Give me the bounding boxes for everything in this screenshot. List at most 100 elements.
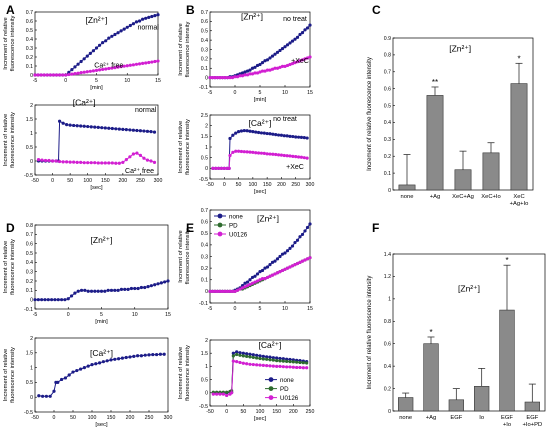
A_ca-data-point [68,123,72,127]
E_ca-data-point [215,392,219,396]
B_ca-data-point [248,129,252,133]
A_zn-data-point [119,29,123,33]
A_zn-data-point [73,65,77,69]
B_ca-ytick-label: 0.5 [201,155,208,161]
A_zn-data-point [128,23,132,28]
E_zn-data-point [290,244,295,248]
D_zn-data-point [109,288,114,292]
B_ca-data-point [291,154,295,158]
A_zn-data-point [104,39,108,43]
A_zn-data-point [88,69,92,73]
B_zn-data-point [303,28,307,32]
E_zn-data-point [298,260,302,264]
E_ca-data-point [238,353,242,357]
A_ca-data-point [36,158,41,162]
B_zn-data-point [300,31,305,35]
panel-letter-b: B [186,3,195,17]
D_ca-data-point [124,355,128,360]
D_ca-xtick-label: 200 [126,415,135,421]
A_ca-xtick-label: -50 [31,178,39,184]
D_zn-ytick-label: 0.5 [26,251,33,257]
E_zn-legend-marker [217,222,223,228]
B_ca-xtick-label: 300 [306,182,315,188]
E_zn-data-point [235,288,240,292]
E_zn-data-point [285,249,290,253]
D_ca-xtick-label: 300 [164,415,173,421]
A_ca-data-point [131,128,135,132]
E_zn-ytick-label: -0.1 [199,301,208,307]
B_zn-data-point [218,76,222,80]
E_ca-data-point [261,354,265,358]
E_zn-data-point [308,256,312,260]
F-category-label: EGF [450,415,462,421]
E_zn-chart [208,209,312,304]
D_ca-ytick-label: -0.5 [24,410,33,416]
B_ca-data-point [211,166,215,170]
E_ca-data-point [235,350,239,354]
B_ca-data-point [265,131,269,136]
E_zn-legend-label: U0126 [229,232,248,239]
B_zn-data-point [300,58,305,62]
E_ca-data-point [245,362,249,366]
B_zn-data-point [213,76,217,80]
A_ca-ytick-label: 0.5 [26,145,33,151]
E_zn-data-point [283,267,287,271]
A_zn-data-point [54,73,59,77]
E_zn-data-point [268,274,272,278]
B_zn-data-point [250,66,255,70]
A_ca-data-point [65,123,69,127]
A_ca-data-point [121,127,125,131]
A_ca-data-point [40,158,44,162]
F-significance-mark: * [505,256,508,265]
E_zn-legend-marker [217,213,223,219]
B_zn-data-point [230,76,235,80]
A_zn-ytick-label: 0.3 [26,46,33,52]
A_ca-series-line [38,152,155,164]
E_ca-legend-label: U0126 [280,395,299,402]
A_zn-data-point [156,59,160,63]
D_ca-data-point [132,354,136,358]
D_ca-data-point [109,358,113,362]
B_zn-series-label: +XeC [291,58,309,65]
D_zn-data-point [43,298,47,302]
E_zn-series-line [210,257,311,292]
C-bar [398,184,416,191]
B_ca-data-point [274,152,278,157]
E_zn-data-point [273,259,277,263]
F-bar [499,309,515,412]
A_ca-data-point [50,159,55,163]
A_ca-data-point [61,121,65,125]
C-ytick-label: 0 [388,188,391,194]
B_ca-ytick-label: 1.5 [201,134,208,140]
B_ca-data-point [256,151,261,155]
D_ca-xtick-label: 50 [70,415,76,421]
B_zn-data-point [258,62,262,67]
A_zn-data-point [125,64,129,68]
D_zn-ytick-label: 0 [30,297,33,303]
D_ca-ytick-label: 2 [30,336,33,342]
A_ca-data-point [43,158,48,163]
B_ca-data-point [265,152,269,156]
E_zn-data-point [208,289,212,293]
E_ca-ytick-label: 0 [205,391,208,397]
B_zn-data-point [243,73,247,77]
E_ca-xtick-label: -50 [206,409,214,415]
B_zn-data-point [285,63,290,68]
A_ca-data-point [131,152,135,156]
B_ca-data-point [282,153,286,158]
C-ytick-label: 0.4 [384,120,391,126]
A_ca-data-point [89,125,93,129]
E_zn-data-point [258,278,262,282]
D_ca-data-point [52,389,56,393]
D_ca-data-point [44,394,49,398]
A_zn-data-point [113,32,117,37]
A_ca-data-point [75,160,79,164]
A_ca-data-point [142,129,146,133]
B_zn-title: [Zn²⁺] [241,12,263,22]
A_ca-data-point [68,160,72,164]
A_zn-series-label: normal [137,25,159,32]
A_ca-data-point [149,159,153,163]
A_ca-data-point [145,158,150,162]
E_ca-ytick-label: 0.5 [201,377,208,383]
A_zn-data-point [67,72,71,77]
